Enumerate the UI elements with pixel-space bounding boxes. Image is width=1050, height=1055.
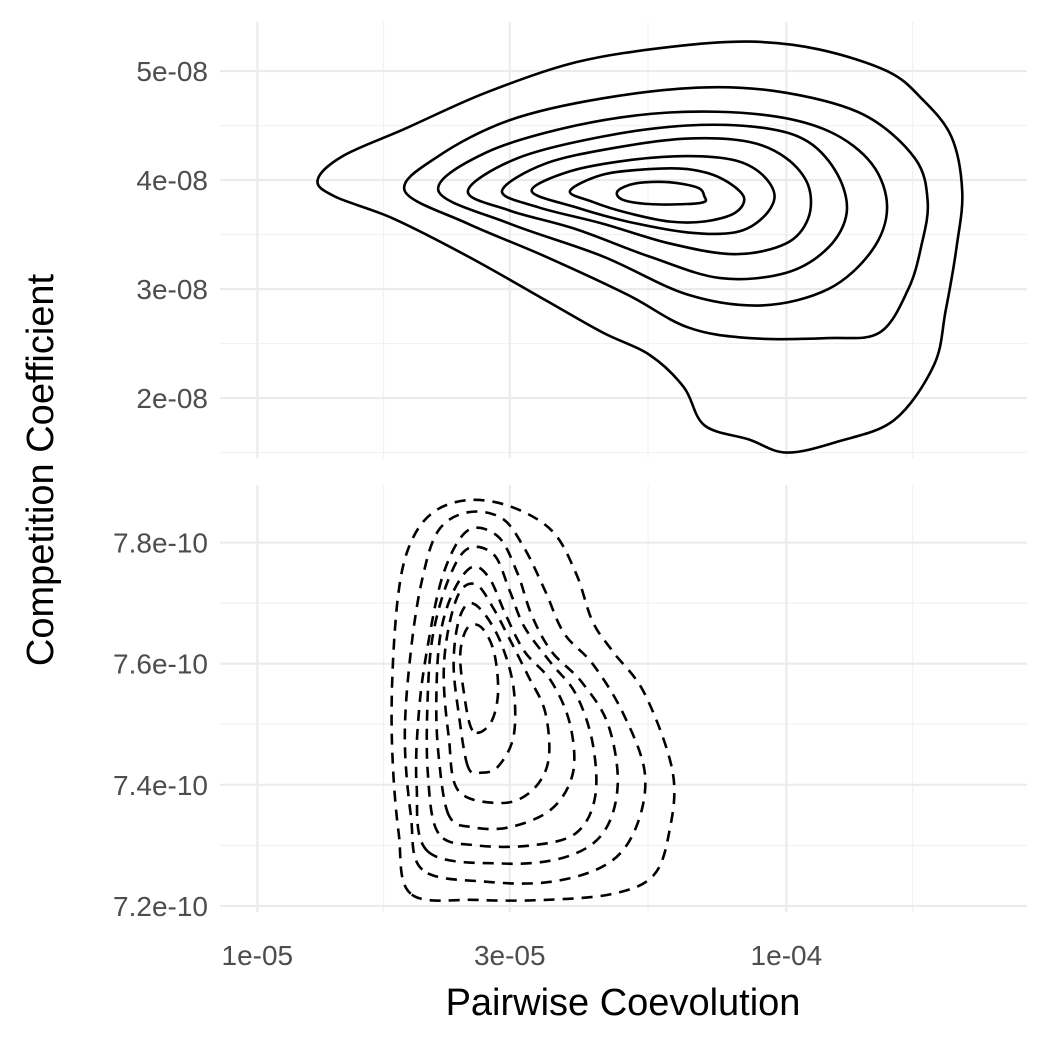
contour-top-level-5 (500, 136, 813, 256)
y-tick-label-top-2: 4e-08 (136, 165, 208, 196)
contour-top-level-4 (466, 123, 849, 281)
contour-top-level-6 (530, 154, 776, 236)
y-tick-label-bottom-0: 7.2e-10 (113, 891, 208, 922)
y-tick-label-bottom-2: 7.6e-10 (113, 649, 208, 680)
contour-bottom-level-2 (403, 510, 647, 885)
y-tick-label-top-0: 2e-08 (136, 383, 208, 414)
y-tick-label-top-1: 3e-08 (136, 274, 208, 305)
contour-top-level-3 (437, 110, 889, 307)
contour-bottom-level-7 (452, 601, 517, 775)
x-axis-title: Pairwise Coevolution (446, 982, 801, 1024)
contour-bottom-level-5 (434, 565, 576, 831)
contour-top-level-1 (316, 40, 964, 454)
contour-bottom-level-4 (425, 545, 598, 849)
contour-bottom-level-6 (442, 582, 551, 805)
contour-bottom-level-3 (414, 526, 620, 866)
contour-bottom-level-8 (458, 623, 500, 735)
x-tick-label-0: 1e-05 (222, 940, 294, 971)
x-tick-label-2: 1e-04 (751, 940, 823, 971)
y-tick-label-top-3: 5e-08 (136, 56, 208, 87)
contour-top-level-7 (568, 166, 746, 224)
y-tick-label-bottom-3: 7.8e-10 (113, 528, 208, 559)
y-axis-title: Competition Coefficient (20, 273, 62, 666)
y-tick-label-bottom-1: 7.4e-10 (113, 770, 208, 801)
x-tick-label-1: 3e-05 (474, 940, 546, 971)
contour-top-level-8 (615, 180, 708, 206)
contour-bottom-level-1 (390, 498, 676, 902)
contour-top-level-2 (402, 85, 930, 341)
